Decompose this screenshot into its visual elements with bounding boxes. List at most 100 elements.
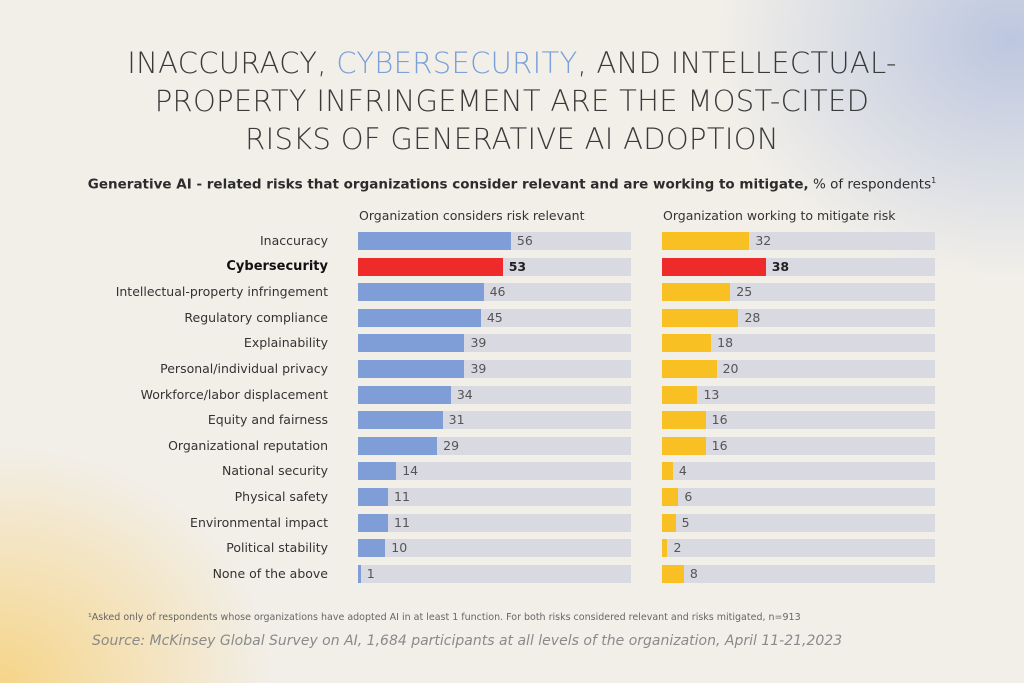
value-mitigate-national-security: 4 xyxy=(678,463,687,479)
track-mitigate-equity-and-fairness xyxy=(662,411,935,430)
subtitle-bold: Generative AI - related risks that organ… xyxy=(87,176,809,193)
bar-mitigate-national-security xyxy=(662,462,673,481)
track-mitigate-workforce-labor-displacement xyxy=(662,385,935,404)
chart-title: INACCURACY, CYBERSECURITY, AND INTELLECT… xyxy=(0,44,1024,158)
bar-relevant-physical-safety xyxy=(358,488,389,506)
bar-mitigate-organizational-reputation xyxy=(662,436,706,455)
bar-relevant-regulatory-compliance xyxy=(358,308,481,327)
series-header-relevant: Organization considers risk relevant xyxy=(359,208,585,223)
track-relevant-physical-safety xyxy=(358,488,631,506)
track-mitigate-none-of-the-above xyxy=(662,564,935,583)
bar-mitigate-equity-and-fairness xyxy=(662,411,706,430)
row-label-personal-individual-privacy: Personal/individual privacy xyxy=(160,361,328,376)
track-mitigate-physical-safety xyxy=(662,488,935,506)
value-relevant-personal-individual-privacy: 39 xyxy=(470,361,487,376)
value-relevant-national-security: 14 xyxy=(402,463,419,479)
bar-mitigate-physical-safety xyxy=(662,488,679,506)
value-mitigate-cybersecurity: 38 xyxy=(771,258,790,274)
bar-mitigate-environmental-impact xyxy=(662,513,676,532)
subtitle-sup: 1 xyxy=(931,176,937,185)
track-mitigate-personal-individual-privacy xyxy=(662,360,935,378)
bar-relevant-intellectual-property-infringement xyxy=(358,283,484,302)
title-part2: , AND INTELLECTUAL- xyxy=(577,46,897,80)
track-mitigate-explainability xyxy=(662,334,935,353)
row-label-regulatory-compliance: Regulatory compliance xyxy=(184,309,328,325)
row-label-equity-and-fairness: Equity and fairness xyxy=(207,412,328,428)
value-mitigate-personal-individual-privacy: 20 xyxy=(722,361,739,376)
value-mitigate-physical-safety: 6 xyxy=(684,489,693,504)
bar-mitigate-inaccuracy xyxy=(662,232,750,250)
row-label-environmental-impact: Environmental impact xyxy=(190,514,328,530)
track-relevant-political-stability xyxy=(358,539,631,558)
title-line2: PROPERTY INFRINGEMENT ARE THE MOST-CITED xyxy=(154,84,870,118)
bar-mitigate-explainability xyxy=(662,334,712,353)
row-label-intellectual-property-infringement: Intellectual-property infringement xyxy=(115,284,328,300)
row-label-organizational-reputation: Organizational reputation xyxy=(168,437,328,453)
bar-relevant-inaccuracy xyxy=(358,232,511,250)
row-label-physical-safety: Physical safety xyxy=(234,489,328,504)
series-header-mitigate: Organization working to mitigate risk xyxy=(663,208,896,223)
row-label-national-security: National security xyxy=(222,463,328,479)
value-mitigate-regulatory-compliance: 28 xyxy=(744,309,761,325)
bar-mitigate-political-stability xyxy=(662,539,668,558)
value-relevant-explainability: 39 xyxy=(470,335,487,351)
value-relevant-environmental-impact: 11 xyxy=(394,514,410,530)
value-relevant-workforce-labor-displacement: 34 xyxy=(456,386,473,402)
value-relevant-inaccuracy: 56 xyxy=(516,233,533,248)
track-mitigate-political-stability xyxy=(662,539,935,558)
value-relevant-intellectual-property-infringement: 46 xyxy=(489,284,506,300)
value-mitigate-environmental-impact: 5 xyxy=(681,514,690,530)
track-mitigate-national-security xyxy=(662,462,935,481)
track-relevant-national-security xyxy=(358,462,631,481)
bar-mitigate-none-of-the-above xyxy=(662,564,684,583)
bar-mitigate-cybersecurity xyxy=(662,257,766,276)
track-mitigate-organizational-reputation xyxy=(662,436,935,455)
value-mitigate-organizational-reputation: 16 xyxy=(711,437,728,453)
value-mitigate-political-stability: 2 xyxy=(673,540,682,556)
chart-subtitle: Generative AI - related risks that organ… xyxy=(0,176,1024,193)
bar-relevant-explainability xyxy=(358,334,465,353)
value-mitigate-none-of-the-above: 8 xyxy=(689,565,698,581)
value-relevant-none-of-the-above: 1 xyxy=(366,565,375,581)
bar-relevant-environmental-impact xyxy=(358,513,389,532)
title-highlight: CYBERSECURITY xyxy=(336,46,578,80)
footnote: ¹Asked only of respondents whose organiz… xyxy=(88,612,801,623)
bar-relevant-organizational-reputation xyxy=(358,436,438,455)
bar-mitigate-regulatory-compliance xyxy=(662,308,739,327)
row-label-cybersecurity: Cybersecurity xyxy=(226,258,328,274)
value-relevant-organizational-reputation: 29 xyxy=(443,437,460,453)
track-relevant-none-of-the-above xyxy=(358,564,631,583)
value-relevant-regulatory-compliance: 45 xyxy=(486,309,503,325)
value-relevant-equity-and-fairness: 31 xyxy=(448,412,465,428)
bar-relevant-equity-and-fairness xyxy=(358,411,443,430)
row-label-none-of-the-above: None of the above xyxy=(212,565,328,581)
row-label-inaccuracy: Inaccuracy xyxy=(259,233,328,248)
value-mitigate-equity-and-fairness: 16 xyxy=(711,412,728,428)
row-label-workforce-labor-displacement: Workforce/labor displacement xyxy=(140,386,328,402)
value-relevant-cybersecurity: 53 xyxy=(508,258,527,274)
track-mitigate-intellectual-property-infringement xyxy=(662,283,935,302)
bar-mitigate-personal-individual-privacy xyxy=(662,360,717,378)
value-mitigate-inaccuracy: 32 xyxy=(755,233,772,248)
row-label-political-stability: Political stability xyxy=(226,540,328,556)
value-mitigate-explainability: 18 xyxy=(717,335,734,351)
bar-relevant-political-stability xyxy=(358,539,386,558)
title-part1: INACCURACY, xyxy=(127,46,337,80)
bar-relevant-personal-individual-privacy xyxy=(358,360,465,378)
bar-relevant-none-of-the-above xyxy=(358,564,361,583)
value-mitigate-intellectual-property-infringement: 25 xyxy=(736,284,753,300)
title-line3: RISKS OF GENERATIVE AI ADOPTION xyxy=(245,122,779,156)
bar-relevant-cybersecurity xyxy=(358,257,503,276)
bar-relevant-national-security xyxy=(358,462,397,481)
source-note: Source: McKinsey Global Survey on AI, 1,… xyxy=(92,633,843,649)
track-relevant-environmental-impact xyxy=(358,513,631,532)
value-relevant-physical-safety: 11 xyxy=(394,489,410,504)
subtitle-normal: % of respondents xyxy=(808,176,932,193)
row-label-explainability: Explainability xyxy=(243,335,328,351)
value-relevant-political-stability: 10 xyxy=(391,540,408,556)
value-mitigate-workforce-labor-displacement: 13 xyxy=(703,386,720,402)
bar-mitigate-intellectual-property-infringement xyxy=(662,283,731,302)
bar-relevant-workforce-labor-displacement xyxy=(358,385,451,404)
track-mitigate-environmental-impact xyxy=(662,513,935,532)
bar-mitigate-workforce-labor-displacement xyxy=(662,385,698,404)
